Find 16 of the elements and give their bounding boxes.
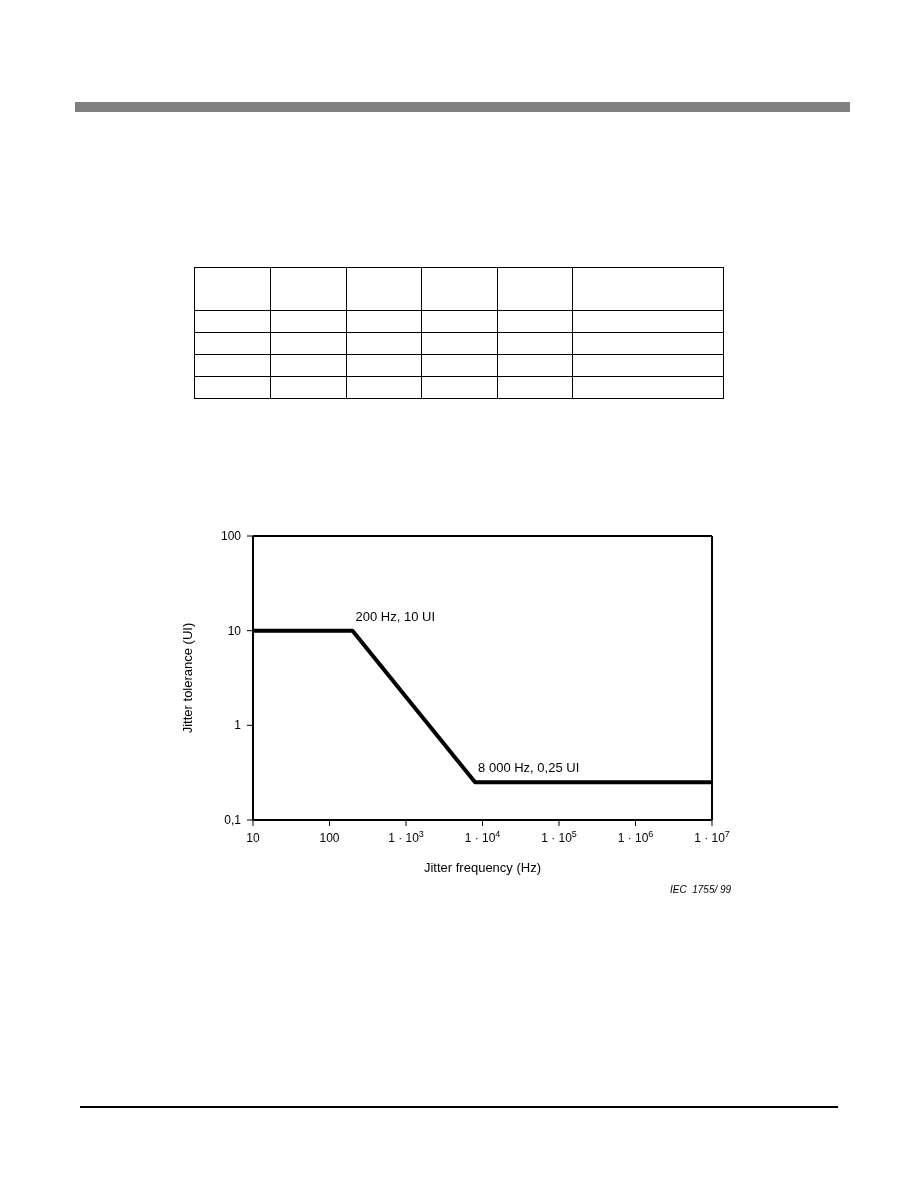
y-tick-label: 0,1 <box>224 813 242 827</box>
x-tick-label: 100 <box>319 831 340 845</box>
annotation: 8 000 Hz, 0,25 UI <box>478 760 580 776</box>
y-axis-title: Jitter tolerance (UI) <box>179 622 195 734</box>
text: IEC 1755/ 99 <box>670 884 732 895</box>
y-tick-label: 10 <box>227 623 242 638</box>
y-tick-label: 1 <box>234 718 242 733</box>
x-axis-title: Jitter frequency (Hz) <box>423 860 542 875</box>
x-tick-label: 1 · 10$^{3}$ <box>388 829 424 845</box>
x-tick-label: 10 <box>246 831 260 845</box>
y-tick-label: 100 <box>220 529 242 543</box>
x-tick-label: 1 · 10$^{6}$ <box>617 829 654 845</box>
x-tick-label: 1 · 10$^{7}$ <box>694 829 730 845</box>
x-tick-label: 1 · 10$^{5}$ <box>541 829 577 845</box>
x-tick-label: 1 · 10$^{4}$ <box>464 829 501 845</box>
annotation: 200 Hz, 10 UI <box>355 608 436 624</box>
